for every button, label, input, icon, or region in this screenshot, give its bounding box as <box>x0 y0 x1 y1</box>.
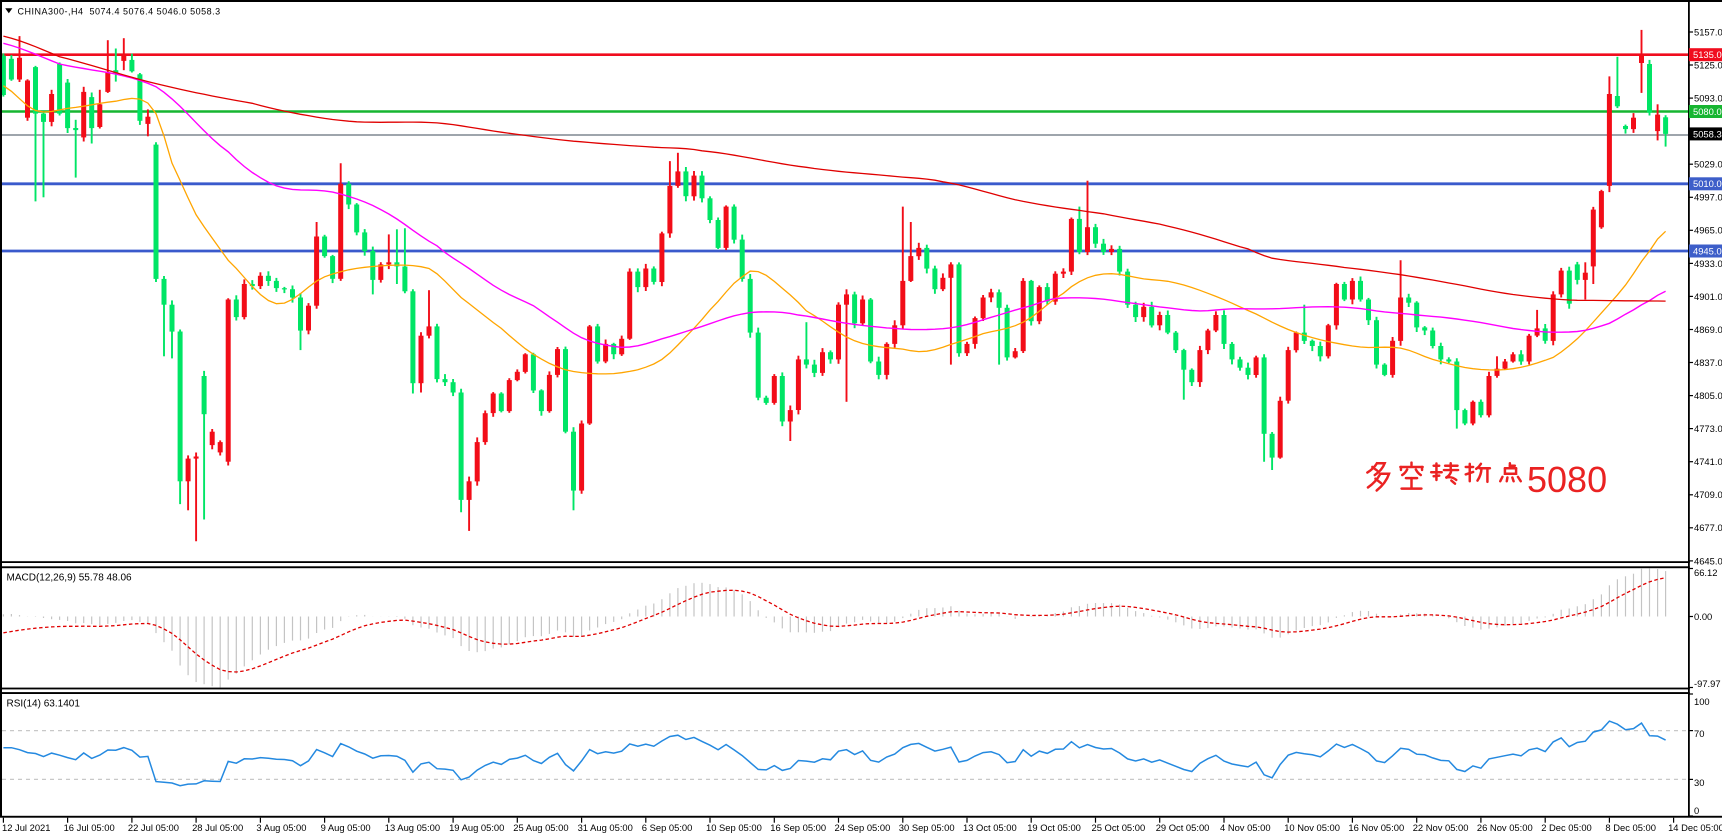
svg-text:9 Aug 05:00: 9 Aug 05:00 <box>321 822 371 833</box>
svg-text:22 Jul 05:00: 22 Jul 05:00 <box>128 822 179 833</box>
svg-text:26 Nov 05:00: 26 Nov 05:00 <box>1477 822 1533 833</box>
svg-text:19 Oct 05:00: 19 Oct 05:00 <box>1027 822 1081 833</box>
svg-text:22 Nov 05:00: 22 Nov 05:00 <box>1413 822 1469 833</box>
svg-text:30: 30 <box>1694 777 1704 788</box>
svg-text:2 Dec 05:00: 2 Dec 05:00 <box>1541 822 1592 833</box>
svg-text:16 Jul 05:00: 16 Jul 05:00 <box>64 822 115 833</box>
svg-text:4773.0: 4773.0 <box>1694 423 1722 434</box>
svg-text:RSI(14) 63.1401: RSI(14) 63.1401 <box>7 699 81 710</box>
svg-text:8 Dec 05:00: 8 Dec 05:00 <box>1605 822 1656 833</box>
svg-text:5058.3: 5058.3 <box>1693 128 1722 139</box>
svg-text:28 Jul 05:00: 28 Jul 05:00 <box>192 822 243 833</box>
svg-text:29 Oct 05:00: 29 Oct 05:00 <box>1156 822 1210 833</box>
svg-text:4997.0: 4997.0 <box>1694 192 1722 203</box>
svg-text:16 Sep 05:00: 16 Sep 05:00 <box>770 822 826 833</box>
svg-text:3 Aug 05:00: 3 Aug 05:00 <box>256 822 306 833</box>
svg-text:0: 0 <box>1694 805 1699 816</box>
svg-text:0.00: 0.00 <box>1694 611 1712 622</box>
svg-text:5080.0: 5080.0 <box>1693 106 1722 117</box>
svg-text:MACD(12,26,9) 55.78 48.06: MACD(12,26,9) 55.78 48.06 <box>7 573 133 584</box>
svg-text:12 Jul 2021: 12 Jul 2021 <box>2 822 50 833</box>
svg-text:13 Aug 05:00: 13 Aug 05:00 <box>385 822 440 833</box>
svg-text:4645.0: 4645.0 <box>1694 555 1722 566</box>
svg-text:4945.0: 4945.0 <box>1693 245 1722 256</box>
svg-text:19 Aug 05:00: 19 Aug 05:00 <box>449 822 504 833</box>
svg-text:13 Oct 05:00: 13 Oct 05:00 <box>963 822 1017 833</box>
svg-text:4869.0: 4869.0 <box>1694 324 1722 335</box>
svg-text:-97.97: -97.97 <box>1694 678 1721 689</box>
svg-text:4837.0: 4837.0 <box>1694 357 1722 368</box>
svg-text:5157.0: 5157.0 <box>1694 26 1722 37</box>
svg-text:5135.0: 5135.0 <box>1693 49 1722 60</box>
svg-text:4933.0: 4933.0 <box>1694 258 1722 269</box>
svg-text:4965.0: 4965.0 <box>1694 225 1722 236</box>
svg-text:4741.0: 4741.0 <box>1694 456 1722 467</box>
svg-text:5093.0: 5093.0 <box>1694 93 1722 104</box>
svg-text:4677.0: 4677.0 <box>1694 522 1722 533</box>
svg-text:14 Dec 05:00: 14 Dec 05:00 <box>1668 822 1722 833</box>
svg-text:4709.0: 4709.0 <box>1694 489 1722 500</box>
svg-text:100: 100 <box>1694 696 1710 707</box>
svg-text:30 Sep 05:00: 30 Sep 05:00 <box>899 822 955 833</box>
svg-text:4805.0: 4805.0 <box>1694 390 1722 401</box>
svg-text:CHINA300-,H4 5074.4 5076.4 50: CHINA300-,H4 5074.4 5076.4 5046.0 5058.3 <box>18 7 221 17</box>
svg-text:31 Aug 05:00: 31 Aug 05:00 <box>578 822 633 833</box>
svg-text:5125.0: 5125.0 <box>1694 59 1722 70</box>
svg-text:6 Sep 05:00: 6 Sep 05:00 <box>642 822 693 833</box>
svg-text:16 Nov 05:00: 16 Nov 05:00 <box>1348 822 1404 833</box>
svg-text:10 Sep 05:00: 10 Sep 05:00 <box>706 822 762 833</box>
svg-text:4 Nov 05:00: 4 Nov 05:00 <box>1220 822 1271 833</box>
svg-text:5010.0: 5010.0 <box>1693 178 1722 189</box>
svg-text:25 Aug 05:00: 25 Aug 05:00 <box>513 822 568 833</box>
svg-text:70: 70 <box>1694 728 1704 739</box>
svg-text:5029.0: 5029.0 <box>1694 159 1722 170</box>
svg-text:66.12: 66.12 <box>1694 567 1717 578</box>
svg-text:4901.0: 4901.0 <box>1694 291 1722 302</box>
svg-text:10 Nov 05:00: 10 Nov 05:00 <box>1284 822 1340 833</box>
svg-text:24 Sep 05:00: 24 Sep 05:00 <box>835 822 891 833</box>
svg-text:5080: 5080 <box>1527 459 1607 500</box>
svg-text:25 Oct 05:00: 25 Oct 05:00 <box>1092 822 1146 833</box>
